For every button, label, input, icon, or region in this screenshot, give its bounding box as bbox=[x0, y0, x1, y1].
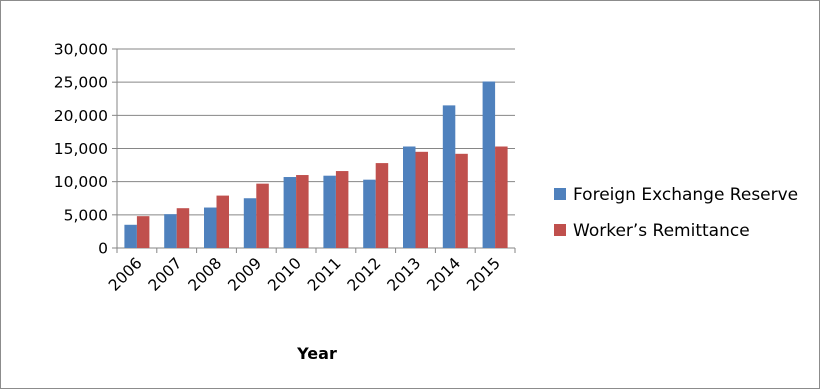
legend-label: Worker’s Remittance bbox=[573, 221, 750, 241]
x-tick-label: 2006 bbox=[105, 254, 146, 295]
bar-workers-remittance-2007 bbox=[176, 208, 190, 248]
bar-workers-remittance-2006 bbox=[136, 216, 150, 248]
bar-foreign-exchange-reserve-2008 bbox=[204, 207, 217, 248]
bar-workers-remittance-2010 bbox=[296, 175, 309, 248]
bar-foreign-exchange-reserve-2012 bbox=[363, 179, 376, 248]
legend-label: Foreign Exchange Reserve bbox=[573, 185, 798, 205]
x-tick-label: 2011 bbox=[304, 254, 345, 295]
y-tick-labels: 0 5,000 10,000 15,000 20,000 25,000 30,000 bbox=[54, 41, 108, 258]
y-tick-label: 30,000 bbox=[54, 41, 108, 59]
x-tick-label: 2012 bbox=[344, 254, 385, 295]
x-tick-label: 2013 bbox=[384, 254, 425, 295]
y-tick-label: 15,000 bbox=[54, 140, 108, 158]
x-tick-label: 2014 bbox=[424, 254, 465, 295]
bar-workers-remittance-2015 bbox=[495, 146, 508, 248]
bar-workers-remittance-2013 bbox=[415, 151, 428, 248]
bar-foreign-exchange-reserve-2011 bbox=[323, 175, 336, 248]
bar-foreign-exchange-reserve-2013 bbox=[403, 146, 416, 248]
bar-foreign-exchange-reserve-2015 bbox=[482, 81, 496, 249]
bar-foreign-exchange-reserve-2014 bbox=[442, 105, 456, 248]
bar-workers-remittance-2012 bbox=[375, 163, 389, 248]
x-tick-label: 2007 bbox=[145, 254, 186, 295]
y-tick-label: 20,000 bbox=[54, 107, 108, 125]
y-tick-label: 0 bbox=[98, 240, 108, 258]
bar-foreign-exchange-reserve-2009 bbox=[243, 198, 257, 248]
bar-workers-remittance-2011 bbox=[335, 171, 349, 248]
y-tick-label: 5,000 bbox=[64, 206, 108, 224]
legend-swatch bbox=[554, 224, 566, 236]
x-tick-label: 2008 bbox=[185, 254, 226, 295]
bar-workers-remittance-2014 bbox=[455, 153, 468, 248]
x-tick-labels: 2006 2007 2008 2009 2010 2011 2012 2013 2014 2015 bbox=[105, 254, 504, 295]
bar-foreign-exchange-reserve-2007 bbox=[164, 214, 177, 248]
x-tick-label: 2015 bbox=[463, 254, 504, 295]
legend: Foreign Exchange Reserve Worker’s Remitta… bbox=[554, 185, 798, 241]
x-tick-label: 2009 bbox=[225, 254, 266, 295]
x-tick-label: 2010 bbox=[264, 254, 305, 295]
bar-foreign-exchange-reserve-2010 bbox=[283, 177, 297, 248]
bars bbox=[124, 81, 508, 249]
y-tick-label: 10,000 bbox=[54, 173, 108, 191]
bar-workers-remittance-2008 bbox=[216, 195, 229, 248]
legend-swatch bbox=[554, 188, 566, 200]
bar-workers-remittance-2009 bbox=[256, 183, 269, 248]
y-tick-label: 25,000 bbox=[54, 74, 108, 92]
x-axis-title: Year bbox=[296, 344, 337, 363]
bar-foreign-exchange-reserve-2006 bbox=[124, 224, 137, 248]
